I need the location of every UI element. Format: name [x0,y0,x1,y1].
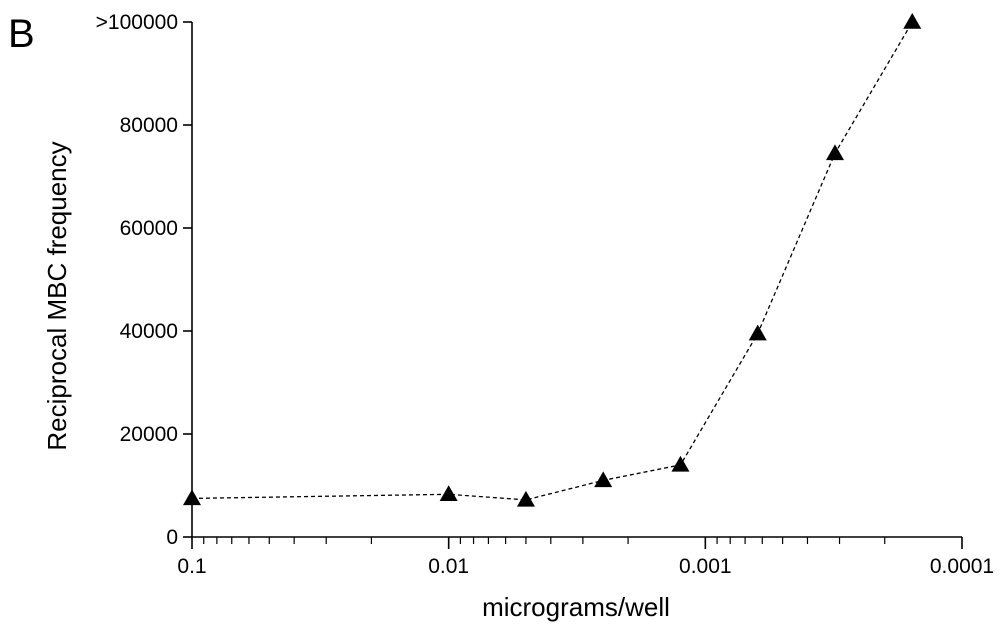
x-axis-title: micrograms/well [482,592,670,622]
x-tick-label: 0.0001 [930,555,994,578]
y-tick-label: 40000 [120,320,178,343]
data-point-triangle [671,455,690,472]
data-point-triangle [903,13,922,29]
data-point-triangle [516,490,535,507]
axes [191,22,962,538]
y-tick-label: >100000 [96,11,178,34]
data-point-triangle [594,471,613,488]
data-point-triangle [825,144,844,161]
y-tick-label: 60000 [120,217,178,240]
data-point-triangle [748,324,767,341]
y-tick-label: 20000 [120,423,178,446]
series [183,13,922,507]
ticks: 0 20000 40000 60000 80000 >100000 0.1 0.01 0.001… [96,11,994,578]
data-point-triangle [183,489,201,506]
panel-label: B [8,12,35,56]
x-tick-label: 0.1 [177,555,206,578]
y-axis-title: Reciprocal MBC frequency [42,141,72,450]
data-point-triangle [439,485,458,502]
y-tick-label: 0 [166,526,178,549]
y-tick-label: 80000 [120,114,178,137]
x-tick-label: 0.01 [428,555,469,578]
series-line [191,21,913,501]
x-tick-label: 0.001 [679,555,732,578]
